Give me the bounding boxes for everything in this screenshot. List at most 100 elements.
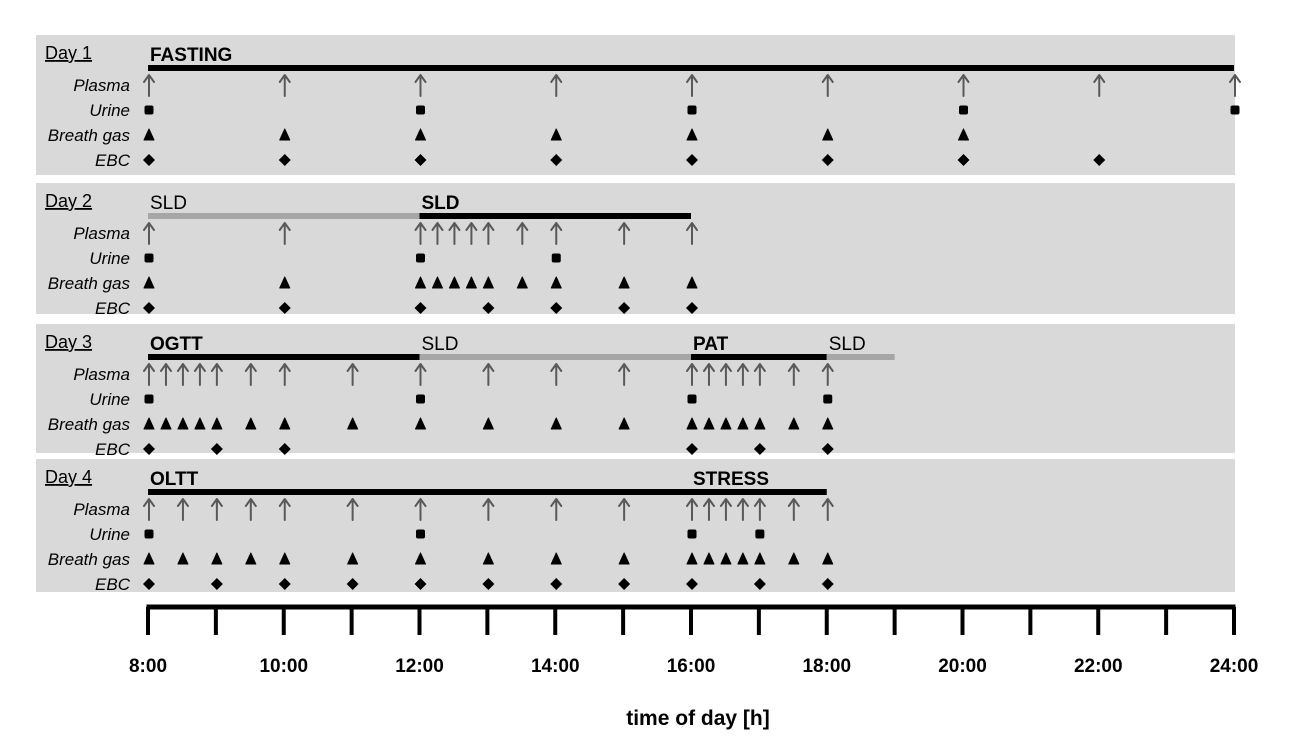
urine-sample-square: [959, 105, 968, 115]
axis-tick-label: 14:00: [531, 656, 580, 677]
breath-gas-sample-triangle: [754, 552, 766, 565]
ebc-sample-diamond: [278, 443, 291, 455]
plasma-sample-arrow: [482, 222, 495, 245]
plasma-sample-arrow: [550, 74, 563, 97]
ebc-sample-diamond: [753, 443, 766, 455]
ebc-sample-diamond: [686, 154, 698, 166]
urine-sample-square: [144, 529, 154, 539]
urine-sample-square: [144, 253, 154, 263]
plasma-sample-arrow: [787, 363, 800, 386]
day-panel-background: [36, 183, 1235, 314]
plasma-sample-arrow: [482, 363, 495, 386]
breath-gas-sample-triangle: [618, 552, 630, 565]
breath-gas-sample-triangle: [822, 552, 834, 565]
x-axis-title: time of day [h]: [626, 707, 770, 730]
breath-gas-sample-triangle: [686, 552, 698, 565]
phase-label: OGTT: [150, 334, 203, 355]
ebc-sample-diamond: [414, 154, 427, 166]
urine-sample-square: [416, 394, 425, 404]
plasma-sample-arrow: [414, 363, 427, 386]
phase-label: SLD: [829, 334, 866, 355]
axis-tick-label: 22:00: [1074, 656, 1123, 677]
breath-gas-sample-triangle: [703, 417, 715, 430]
ebc-sample-diamond: [278, 154, 291, 166]
plasma-sample-arrow: [550, 222, 563, 245]
plasma-sample-arrow: [618, 498, 631, 521]
breath-gas-sample-triangle: [720, 552, 732, 565]
plasma-sample-arrow: [516, 222, 529, 245]
ebc-sample-diamond: [210, 443, 223, 455]
urine-sample-square: [144, 105, 154, 115]
row-label: Urine: [89, 525, 130, 544]
phase-label: OLTT: [150, 469, 199, 490]
plasma-sample-arrow: [736, 363, 749, 386]
ebc-sample-diamond: [143, 154, 155, 166]
phase-label: SLD: [422, 193, 460, 214]
plasma-sample-arrow: [736, 498, 749, 521]
urine-sample-square: [755, 529, 765, 539]
day-label: Day 2: [45, 191, 92, 211]
plasma-sample-arrow: [143, 222, 155, 245]
plasma-sample-arrow: [1093, 74, 1106, 97]
plasma-sample-arrow: [414, 498, 427, 521]
axis-tick-label: 18:00: [802, 656, 851, 677]
plasma-sample-arrow: [618, 222, 631, 245]
ebc-sample-diamond: [143, 302, 155, 314]
plasma-sample-arrow: [618, 363, 631, 386]
plasma-sample-arrow: [143, 363, 155, 386]
ebc-sample-diamond: [143, 443, 155, 455]
axis-tick-label: 10:00: [259, 656, 308, 677]
phase-label: SLD: [150, 193, 187, 214]
row-label: EBC: [95, 440, 131, 459]
breath-gas-sample-triangle: [686, 417, 698, 430]
ebc-sample-diamond: [686, 578, 698, 590]
axis-tick-label: 20:00: [938, 656, 987, 677]
plasma-sample-arrow: [278, 498, 291, 521]
breath-gas-sample-triangle: [143, 276, 155, 289]
plasma-sample-arrow: [278, 222, 291, 245]
day-panel: Day 3 OGTT SLD PAT SLD Plasma Urine Breath gas E…: [36, 324, 1235, 459]
plasma-sample-arrow: [414, 222, 427, 245]
plasma-sample-arrow: [821, 363, 834, 386]
plasma-sample-arrow: [176, 498, 189, 521]
day-label: Day 4: [45, 467, 92, 487]
breath-gas-sample-triangle: [720, 417, 732, 430]
breath-gas-sample-triangle: [143, 417, 155, 430]
ebc-sample-diamond: [821, 154, 834, 166]
plasma-sample-arrow: [686, 74, 698, 97]
breath-gas-sample-triangle: [482, 417, 494, 430]
breath-gas-sample-triangle: [211, 552, 223, 565]
ebc-sample-diamond: [821, 578, 834, 590]
ebc-sample-diamond: [957, 154, 970, 166]
ebc-sample-diamond: [278, 302, 291, 314]
plasma-sample-arrow: [719, 498, 732, 521]
plasma-sample-arrow: [686, 222, 698, 245]
ebc-sample-diamond: [1093, 154, 1106, 166]
plasma-sample-arrow: [143, 498, 155, 521]
breath-gas-sample-triangle: [211, 417, 223, 430]
plasma-sample-arrow: [431, 222, 444, 245]
urine-sample-square: [416, 253, 425, 263]
plasma-sample-arrow: [346, 363, 359, 386]
row-label: Breath gas: [48, 126, 131, 145]
plasma-sample-arrow: [550, 363, 563, 386]
axis-tick-label: 16:00: [667, 656, 716, 677]
plasma-sample-arrow: [278, 74, 291, 97]
row-label: Urine: [89, 390, 130, 409]
breath-gas-sample-triangle: [448, 276, 460, 289]
ebc-sample-diamond: [550, 578, 563, 590]
urine-sample-square: [416, 529, 425, 539]
phase-label: STRESS: [693, 469, 769, 490]
row-label: Plasma: [73, 76, 130, 95]
plasma-sample-arrow: [244, 498, 257, 521]
breath-gas-sample-triangle: [177, 417, 189, 430]
ebc-sample-diamond: [414, 578, 427, 590]
breath-gas-sample-triangle: [550, 128, 562, 141]
breath-gas-sample-triangle: [618, 417, 630, 430]
plasma-sample-arrow: [753, 498, 766, 521]
urine-sample-square: [144, 394, 154, 404]
breath-gas-sample-triangle: [703, 552, 715, 565]
breath-gas-sample-triangle: [737, 552, 749, 565]
breath-gas-sample-triangle: [347, 417, 359, 430]
plasma-sample-arrow: [787, 498, 800, 521]
